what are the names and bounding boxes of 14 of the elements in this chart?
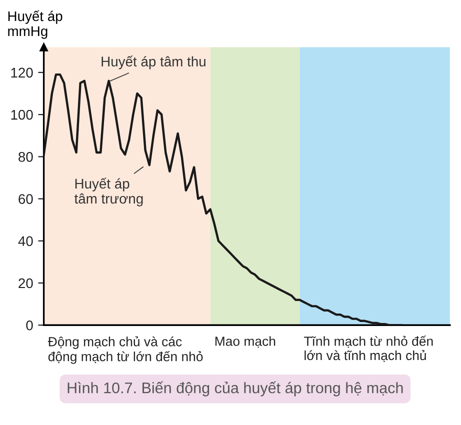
annotation: Huyết áp tâm thu [102,56,206,70]
y-tick-label: 0 [26,320,33,330]
text: Mao mạch [215,336,276,348]
annotation: Huyết áp tâm trương [74,178,143,206]
y-tick-label: 80 [18,152,33,162]
y-tick-label: 100 [11,110,33,120]
y-tick-label: 60 [18,194,33,204]
text: Hình 10.7. Biến động của huyết áp trong hệ mạch [68,381,403,396]
y-tick-label: 40 [18,236,33,246]
text: Tĩnh mạch từ nhỏ đến lớn và tĩnh mạch chủ [304,336,433,362]
y-axis-title: Huyết áp mmHg [8,10,62,39]
y-tick-label: 20 [18,278,33,288]
text: Động mạch chủ và các động mạch từ lớn đến nhỏ [48,336,203,364]
y-tick-label: 120 [11,68,33,78]
